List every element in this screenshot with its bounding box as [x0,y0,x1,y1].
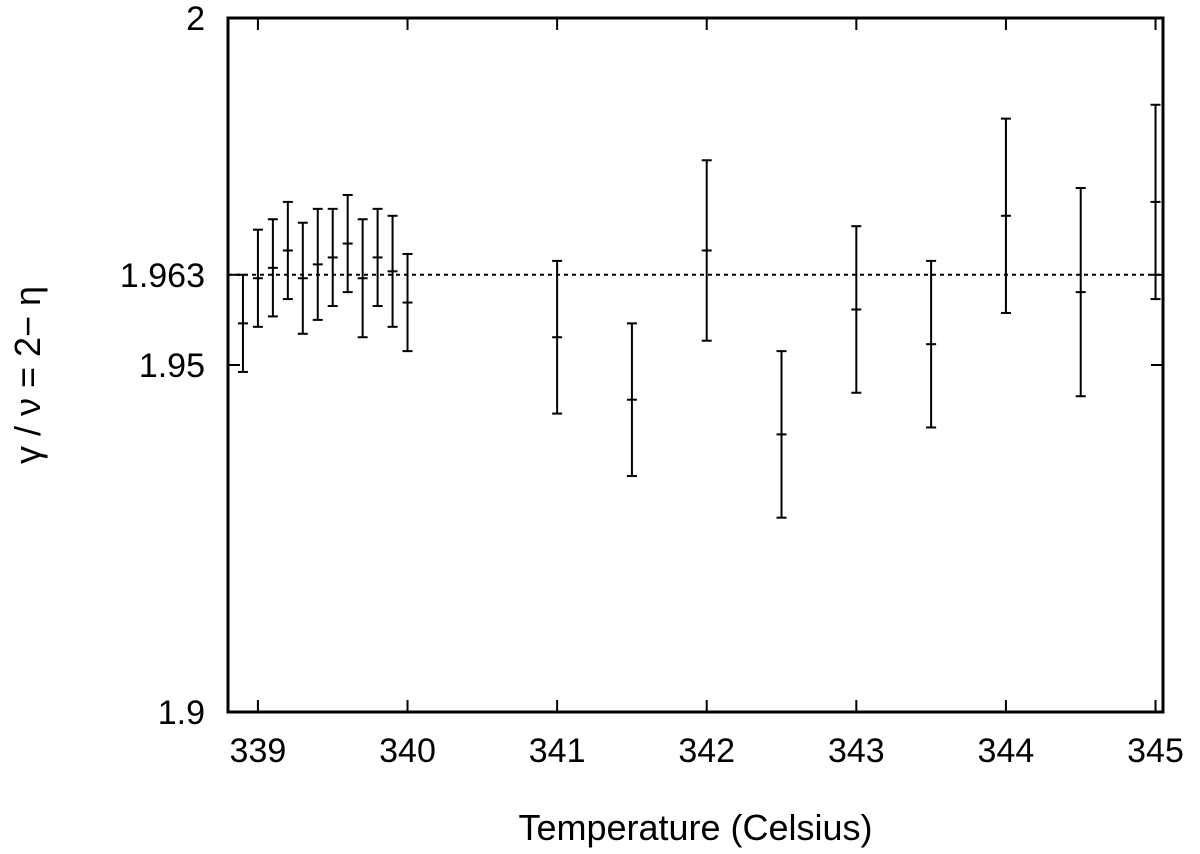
data-point-1 [252,228,263,328]
x-tick-label-4: 343 [828,732,885,770]
data-point-11 [402,252,413,353]
x-tick-label-1: 340 [379,732,436,770]
x-tick-label-5: 344 [978,732,1035,770]
x-tick-label-0: 339 [230,732,287,770]
ticks-layer [228,17,1163,713]
x-tick-label-2: 341 [529,732,586,770]
data-point-7 [342,193,353,294]
data-point-15 [776,350,787,519]
data-point-8 [357,218,368,339]
data-point-16 [851,225,862,394]
y-tick-label-1: 1.95 [139,347,205,385]
data-point-18 [1000,117,1011,314]
data-point-9 [372,207,383,308]
data-point-5 [312,207,323,321]
y-axis-title: γ / ν = 2− η [7,286,48,464]
y-tick-label-3: 2 [186,0,205,38]
data-point-4 [297,221,308,335]
y-tick-label-0: 1.9 [158,694,205,732]
data-point-0 [237,273,248,373]
data-point-10 [387,214,398,328]
y-tick-label-2: 1.963 [120,257,205,295]
data-point-6 [327,207,338,308]
data-point-20 [1150,103,1161,301]
points-layer [237,103,1161,519]
data-point-12 [552,259,563,415]
x-axis-title: Temperature (Celsius) [518,807,872,848]
x-tick-label-3: 342 [678,732,735,770]
data-point-14 [701,159,712,342]
tick-labels-layer: 339 340 341 342 343 344 345 1.9 1.95 1.963 2 [120,0,1184,770]
data-point-17 [926,259,937,429]
data-point-3 [282,200,293,301]
data-point-13 [626,322,637,478]
data-point-2 [267,218,278,318]
plot-frame [226,16,1165,714]
x-tick-label-6: 345 [1127,732,1184,770]
data-point-19 [1075,187,1086,398]
